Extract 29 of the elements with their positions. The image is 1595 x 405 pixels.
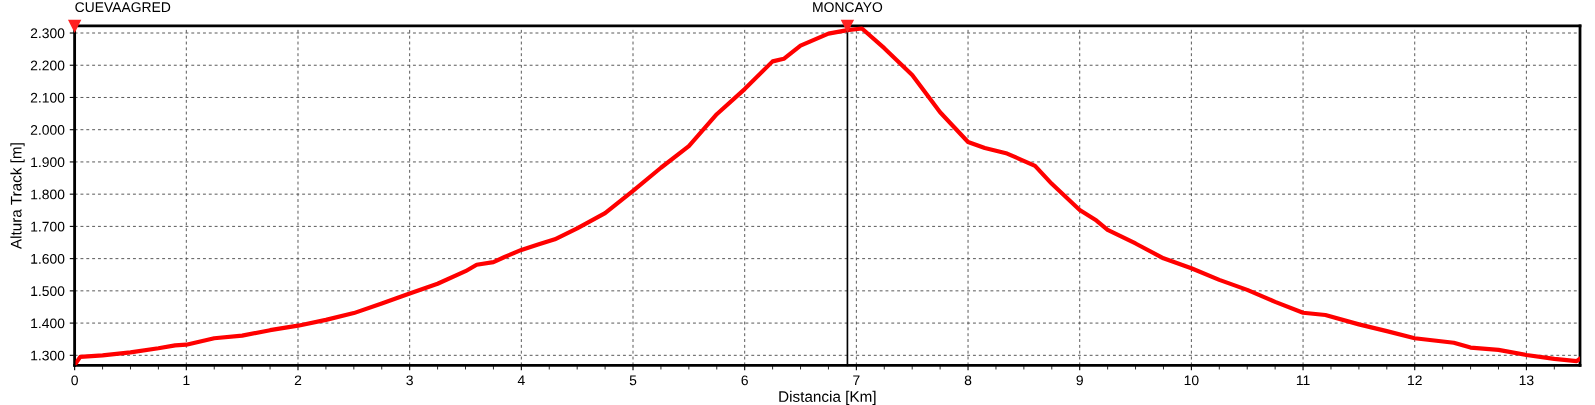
x-tick-label: 4: [517, 375, 525, 386]
x-tick-label: 10: [1184, 375, 1199, 386]
y-tick-label: 1.400: [31, 318, 65, 329]
ref-line-label: MONCAYO: [813, 2, 883, 13]
ref-line-label: CUEVAAGRED: [75, 2, 171, 13]
y-tick-label: 1.900: [31, 157, 65, 168]
y-tick-label: 1.800: [31, 189, 65, 200]
y-tick-label: 2.100: [30, 92, 65, 103]
x-tick-label: 11: [1296, 375, 1310, 386]
x-tick-label: 9: [1076, 375, 1083, 386]
x-tick-label: 1: [183, 375, 190, 386]
y-tick-label: 2.300: [30, 28, 65, 39]
x-axis-title: Distancia [Km]: [779, 390, 876, 405]
x-tick-label: 6: [741, 375, 748, 386]
x-tick-label: 7: [853, 375, 860, 386]
y-tick-label: 1.300: [31, 350, 65, 361]
x-tick-label: 8: [964, 375, 972, 386]
x-tick-label: 12: [1408, 375, 1422, 386]
x-tick-label: 3: [406, 375, 413, 386]
y-tick-label: 1.500: [31, 286, 65, 297]
x-tick-label: 0: [71, 375, 78, 386]
y-tick-label: 2.000: [30, 125, 65, 135]
x-tick-label: 2: [294, 375, 302, 386]
y-axis-title: Altura Track [m]: [10, 143, 25, 250]
y-tick-label: 1.600: [31, 253, 65, 264]
x-tick-label: 5: [629, 375, 637, 386]
y-tick-label: 2.200: [30, 60, 65, 71]
y-tick-label: 1.700: [31, 221, 65, 232]
x-tick-label: 13: [1519, 375, 1534, 386]
